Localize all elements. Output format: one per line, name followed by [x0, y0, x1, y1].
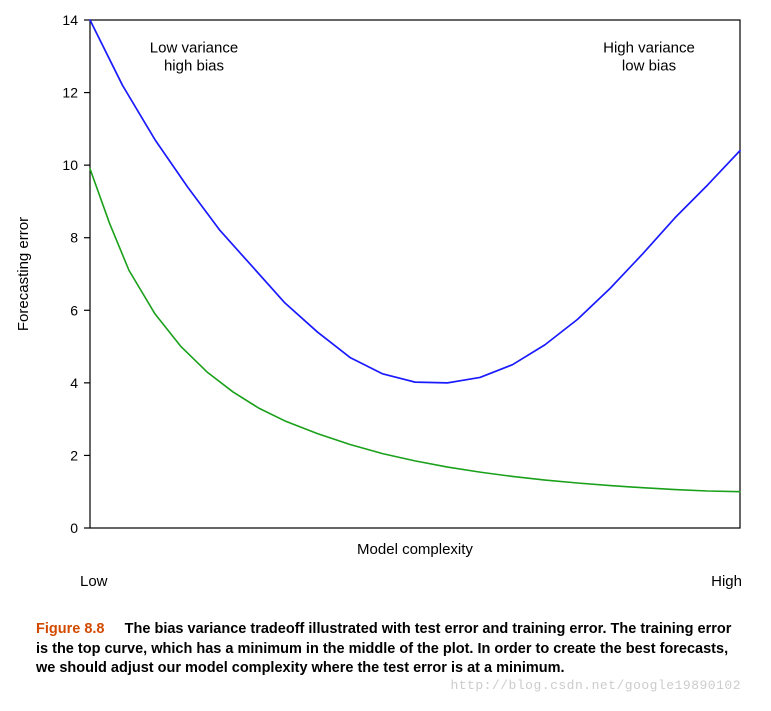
annotation-text: low bias [622, 58, 676, 75]
x-high-label: High [711, 573, 742, 590]
watermark-text: http://blog.csdn.net/google19890102 [450, 678, 741, 693]
chart-svg: 0 2 4 6 8 10 12 14 Forecasting error Model comple… [0, 0, 771, 600]
y-tick-label: 12 [62, 85, 78, 101]
x-low-label: Low [80, 573, 108, 590]
y-tick-label: 2 [70, 447, 78, 463]
plot-frame [90, 20, 740, 528]
figure-caption-text: The bias variance tradeoff illustrated w… [36, 621, 731, 676]
y-axis-label: Forecasting error [15, 217, 32, 331]
annotation-text: High variance [603, 40, 695, 57]
page-root: 0 2 4 6 8 10 12 14 Forecasting error Model comple… [0, 0, 771, 711]
caption-spacer [109, 621, 121, 637]
y-tick-label: 10 [62, 157, 78, 173]
y-tick-label: 8 [70, 230, 78, 246]
annotation-text: high bias [164, 58, 224, 75]
annotation-text: Low variance [150, 40, 238, 57]
y-tick-label: 0 [70, 520, 78, 536]
y-tick-label: 6 [70, 302, 78, 318]
series-training-error [90, 169, 740, 492]
x-axis-label: Model complexity [357, 541, 473, 558]
figure-label: Figure 8.8 [36, 621, 105, 637]
y-tick-label: 4 [70, 375, 78, 391]
bias-variance-chart: 0 2 4 6 8 10 12 14 Forecasting error Model comple… [0, 0, 771, 600]
y-tick-label: 14 [62, 12, 78, 28]
figure-caption: Figure 8.8 The bias variance tradeoff il… [36, 620, 736, 679]
